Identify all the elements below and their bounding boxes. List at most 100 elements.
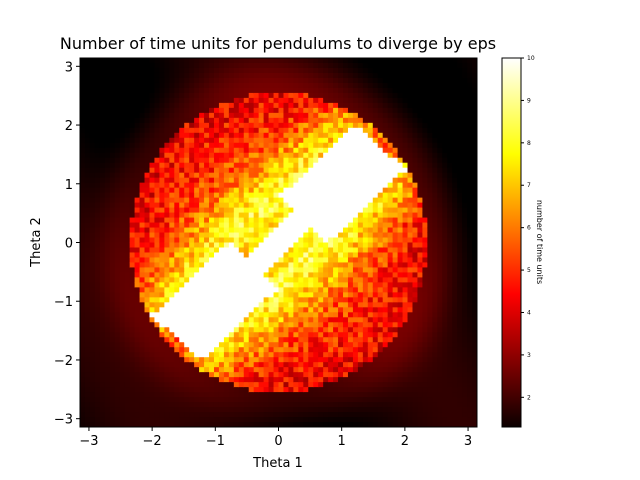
heatmap-cell (199, 287, 205, 293)
heatmap-cell (372, 222, 379, 229)
heatmap-cell (204, 202, 210, 209)
heatmap-cell (204, 227, 210, 234)
heatmap-cell (169, 92, 175, 99)
heatmap-cell (194, 247, 200, 254)
heatmap-cell (263, 242, 270, 249)
heatmap-cell (134, 372, 141, 378)
heatmap-cell (333, 372, 339, 378)
heatmap-cell (407, 357, 414, 363)
heatmap-cell (164, 107, 170, 114)
heatmap-cell (387, 342, 394, 348)
heatmap-cell (382, 117, 389, 124)
heatmap-cell (109, 262, 116, 269)
heatmap-cell (362, 197, 369, 204)
heatmap-cell (179, 192, 185, 199)
heatmap-cell (372, 142, 379, 149)
heatmap-cell (377, 97, 384, 104)
heatmap-cell (372, 417, 379, 423)
heatmap-cell (402, 262, 409, 269)
heatmap-cell (248, 97, 255, 104)
heatmap-cell (268, 182, 275, 189)
heatmap-cell (308, 252, 314, 259)
heatmap-cell (134, 117, 141, 124)
heatmap-cell (174, 202, 180, 209)
heatmap-cell (248, 352, 255, 358)
heatmap-cell (204, 417, 210, 423)
heatmap-cell (298, 82, 304, 89)
heatmap-cell (328, 257, 334, 264)
heatmap-cell (134, 207, 141, 214)
heatmap-cell (194, 407, 200, 413)
heatmap-cell (129, 327, 136, 333)
heatmap-cell (313, 62, 319, 69)
heatmap-cell (367, 267, 374, 274)
heatmap-cell (333, 92, 339, 99)
heatmap-cell (392, 147, 399, 154)
heatmap-cell (397, 77, 404, 84)
heatmap-cell (258, 58, 265, 64)
heatmap-cell (268, 327, 275, 333)
heatmap-cell (223, 422, 230, 427)
heatmap-cell (402, 197, 409, 204)
heatmap-cell (338, 187, 344, 194)
heatmap-cell (149, 102, 156, 109)
heatmap-cell (382, 137, 389, 144)
heatmap-cell (149, 137, 156, 144)
heatmap-cell (253, 117, 260, 124)
heatmap-cell (328, 332, 334, 338)
heatmap-cell (347, 152, 354, 159)
heatmap-cell (248, 277, 255, 283)
heatmap-cell (367, 287, 374, 293)
heatmap-cell (323, 107, 329, 114)
heatmap-cell (347, 247, 354, 254)
heatmap-cell (372, 242, 379, 249)
heatmap-cell (268, 237, 275, 244)
heatmap-cell (174, 287, 180, 293)
heatmap-cell (194, 272, 200, 279)
heatmap-cell (80, 347, 86, 353)
heatmap-cell (328, 347, 334, 353)
heatmap-cell (228, 302, 235, 308)
heatmap-cell (333, 352, 339, 358)
heatmap-cell (352, 167, 359, 174)
heatmap-cell (169, 167, 175, 174)
heatmap-cell (338, 277, 344, 283)
heatmap-cell (288, 162, 294, 169)
heatmap-cell (238, 137, 245, 144)
heatmap-cell (392, 257, 399, 264)
heatmap-cell (213, 172, 220, 179)
heatmap-cell (164, 417, 170, 423)
heatmap-cell (94, 362, 101, 368)
heatmap-cell (223, 292, 230, 298)
heatmap-cell (263, 322, 270, 328)
heatmap-cell (164, 67, 170, 74)
heatmap-cell (213, 307, 220, 313)
heatmap-cell (80, 192, 86, 199)
heatmap-cell (124, 282, 131, 288)
heatmap-cell (382, 172, 389, 179)
heatmap-cell (367, 157, 374, 164)
heatmap-cell (402, 77, 409, 84)
heatmap-cell (109, 272, 116, 279)
heatmap-cell (318, 147, 324, 154)
heatmap-cell (144, 322, 151, 328)
heatmap-cell (273, 292, 280, 298)
heatmap-cell (347, 177, 354, 184)
heatmap-cell (263, 172, 270, 179)
heatmap-cell (94, 257, 101, 264)
heatmap-cell (144, 197, 151, 204)
heatmap-cell (347, 342, 354, 348)
heatmap-cell (273, 287, 280, 293)
heatmap-cell (149, 272, 156, 279)
heatmap-cell (382, 312, 389, 318)
heatmap-cell (382, 242, 389, 249)
heatmap-cell (318, 242, 324, 249)
heatmap-cell (278, 412, 285, 418)
heatmap-cell (84, 277, 91, 283)
heatmap-cell (407, 207, 414, 214)
heatmap-cell (218, 112, 225, 119)
heatmap-cell (288, 307, 294, 313)
heatmap-cell (407, 197, 414, 204)
heatmap-cell (382, 367, 389, 373)
heatmap-cell (119, 307, 126, 313)
